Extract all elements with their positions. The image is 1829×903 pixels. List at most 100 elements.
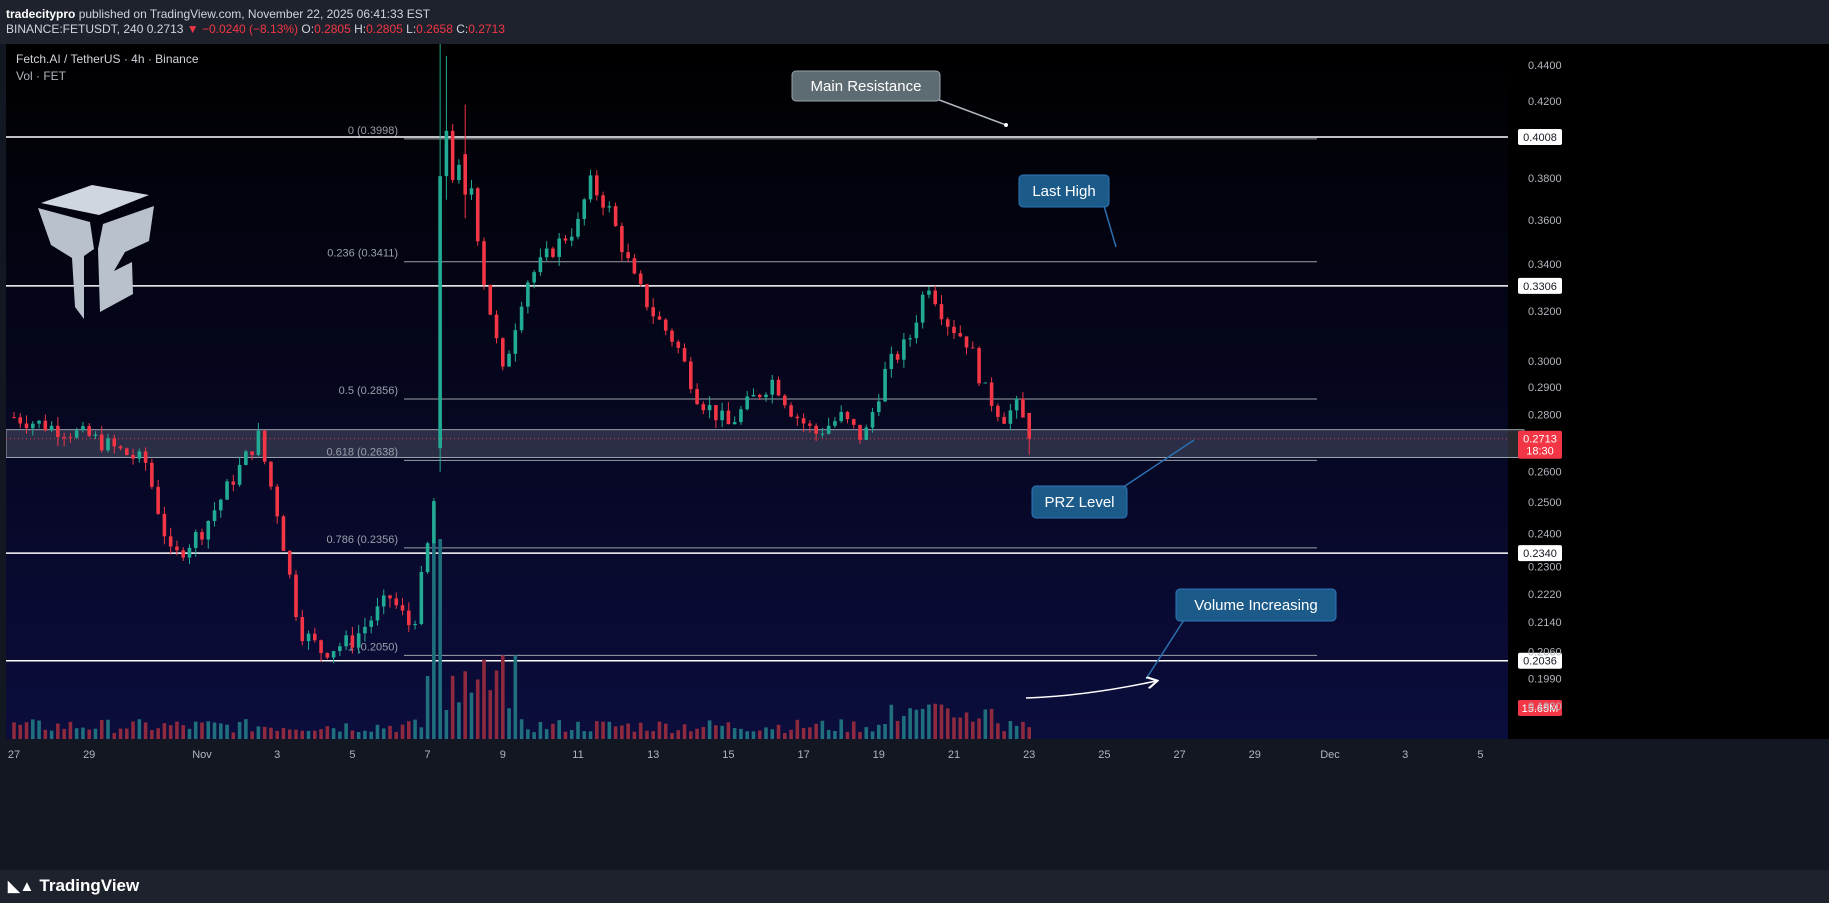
high-value: 0.2805 <box>366 22 403 36</box>
candle-body <box>438 176 442 449</box>
volume-bar <box>538 721 543 739</box>
last-high-callout-box[interactable] <box>1018 174 1110 208</box>
volume-bar <box>751 731 756 739</box>
candle-body <box>444 130 449 177</box>
candle-body <box>519 306 524 331</box>
candle-body <box>526 282 530 307</box>
candle-body <box>689 361 693 390</box>
candle-body <box>826 425 831 434</box>
volume-bar <box>883 724 887 739</box>
candle-body <box>350 635 355 648</box>
candle-body <box>231 481 236 485</box>
candle-body <box>1021 398 1025 418</box>
candle-body <box>751 394 756 397</box>
candle-body <box>87 426 91 436</box>
publisher-name[interactable]: tradecitypro <box>6 7 76 21</box>
high-label: H: <box>354 22 367 36</box>
candle-body <box>156 486 160 514</box>
legend-title[interactable]: Fetch.AI / TetherUS · 4h · Binance <box>16 52 199 66</box>
volume-bar <box>394 731 399 739</box>
volume-bar <box>513 655 518 739</box>
price-countdown-label: 18:30 <box>1526 446 1554 458</box>
candle-body <box>256 430 261 455</box>
main-resistance-callout[interactable]: Main Resistance <box>791 70 1007 126</box>
ohlc-line: BINANCE:FETUSDT, 240 0.2713 ▼ −0.0240 (−… <box>6 22 505 36</box>
candle-body <box>783 395 787 406</box>
candle-body <box>394 598 399 606</box>
candle-body <box>588 175 593 200</box>
volume-bar <box>281 727 286 739</box>
chart-legend: Fetch.AI / TetherUS · 4h · Binance Vol ·… <box>16 52 199 86</box>
volume-bar <box>275 730 279 739</box>
candle-body <box>407 610 411 626</box>
volume-bar <box>425 676 430 739</box>
time-tick-label: 25 <box>1098 749 1110 761</box>
volume-increasing-callout-box[interactable] <box>1175 588 1337 622</box>
price-level-badge <box>1518 128 1562 145</box>
volume-bar <box>125 728 129 739</box>
tradingview-logo[interactable]: ◣▲ TradingView <box>8 876 139 896</box>
candle-body <box>212 510 217 522</box>
candle-body <box>118 446 123 449</box>
time-tick-label: Nov <box>192 749 212 761</box>
main-resistance-callout-box[interactable] <box>791 70 941 102</box>
volume-bar <box>262 726 267 739</box>
volume-bar <box>820 720 825 739</box>
volume-bar <box>12 722 16 739</box>
candle-body <box>56 425 60 437</box>
volume-bar <box>945 708 950 739</box>
candle-body <box>914 322 919 339</box>
candle-body <box>764 394 768 398</box>
candle-body <box>770 379 775 395</box>
volume-increasing-callout[interactable]: Volume Increasing <box>1145 588 1337 680</box>
volume-bar <box>977 718 981 739</box>
candle-body <box>776 379 781 396</box>
time-tick-label: 29 <box>1249 749 1261 761</box>
candle-body <box>513 330 518 354</box>
price-chart[interactable]: 0 (0.3998) 0.236 (0.3411) 0.5 (0.2856) 0.61… <box>6 44 1829 870</box>
candle-body <box>889 353 894 369</box>
volume-bar <box>638 722 643 739</box>
chart-area[interactable]: 0 (0.3998) 0.236 (0.3411) 0.5 (0.2856) 0.61… <box>6 44 1829 870</box>
volume-bar <box>118 728 123 739</box>
price-tick-label: 0.2900 <box>1528 382 1562 394</box>
candle-body <box>168 536 173 547</box>
candle-body <box>789 405 793 417</box>
volume-bar <box>74 728 79 739</box>
price-tick-label: 0.3400 <box>1528 259 1562 271</box>
candle-body <box>732 422 737 425</box>
volume-bar <box>845 731 850 739</box>
candle-body <box>463 154 467 195</box>
prz-level-callout[interactable]: PRZ Level <box>1031 439 1195 519</box>
volume-bar <box>206 721 211 739</box>
volume-bar <box>306 730 311 739</box>
candle-body <box>933 290 937 305</box>
time-tick-label: 7 <box>425 749 431 761</box>
volume-bar <box>87 729 91 739</box>
candle-body <box>726 410 731 425</box>
volume-bar <box>595 721 599 739</box>
candle-body <box>795 416 800 419</box>
candle-body <box>939 304 944 320</box>
candle-body <box>137 451 142 459</box>
volume-bar <box>795 719 800 739</box>
volume-bar <box>996 723 1000 739</box>
volume-bar <box>657 721 662 739</box>
time-tick-label: 3 <box>274 749 280 761</box>
candle-body <box>294 574 298 618</box>
volume-bar <box>651 731 655 739</box>
candle-body <box>18 417 23 424</box>
volume-bar <box>131 721 135 739</box>
volume-bar <box>325 726 330 739</box>
price-tick-label: 0.4400 <box>1528 60 1562 72</box>
price-level-badge-label: 0.2036 <box>1523 656 1557 668</box>
volume-bar <box>287 729 292 739</box>
legend-volume[interactable]: Vol · FET <box>16 69 67 83</box>
volume-bar <box>939 704 944 739</box>
volume-bar <box>544 729 549 739</box>
candle-body <box>544 248 549 258</box>
candle-body <box>1002 416 1006 424</box>
prz-level-callout-box[interactable] <box>1031 485 1128 519</box>
volume-bar <box>582 731 587 739</box>
last-high-callout[interactable]: Last High <box>1018 174 1117 248</box>
